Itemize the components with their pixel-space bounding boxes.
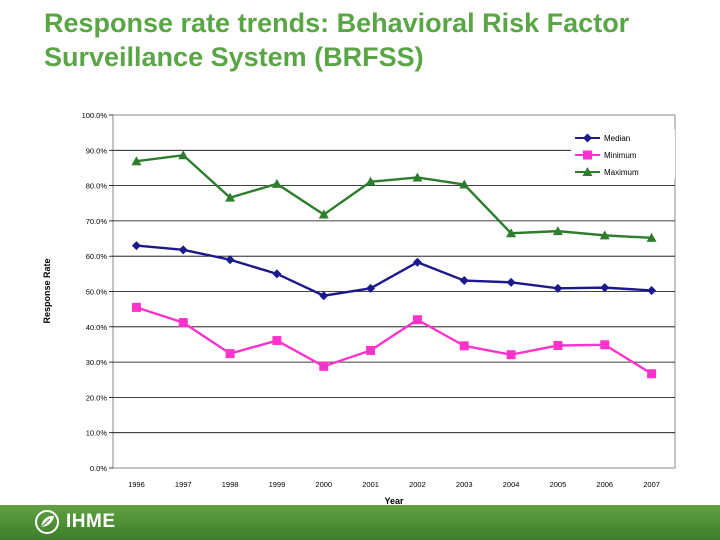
maximum-point <box>552 226 563 236</box>
minimum-point <box>600 340 610 350</box>
legend: Median Minimum Maximum <box>571 129 675 179</box>
minimum-point <box>459 341 469 351</box>
maximum-point <box>599 230 610 240</box>
minimum-point <box>319 361 329 371</box>
median-point <box>553 283 563 293</box>
y-tick-label: 70.0% <box>86 217 108 226</box>
minimum-point <box>412 315 422 325</box>
series-median <box>131 241 657 301</box>
maximum-line <box>136 153 652 240</box>
ihme-logo: IHME <box>34 508 116 536</box>
minimum-point <box>272 336 282 346</box>
gridlines <box>109 114 675 469</box>
minimum-point <box>225 349 235 359</box>
legend-label-median: Median <box>604 134 630 143</box>
maximum-point <box>459 179 470 189</box>
median-point <box>366 283 376 293</box>
median-point <box>412 257 422 267</box>
y-tick-labels: 0.0% 10.0% 20.0% 30.0% 40.0% 50.0% 60.0% 70.0% 8… <box>82 111 108 473</box>
y-tick-label: 50.0% <box>86 288 108 297</box>
minimum-point <box>506 350 516 360</box>
series-maximum <box>131 150 657 242</box>
minimum-line <box>136 306 653 375</box>
x-tick-label: 2002 <box>409 480 426 489</box>
y-tick-label: 10.0% <box>86 429 108 438</box>
median-point <box>459 276 469 286</box>
median-point <box>600 283 610 293</box>
median-line <box>136 244 652 297</box>
y-tick-label: 100.0% <box>82 111 108 120</box>
x-tick-label: 2005 <box>550 480 567 489</box>
maximum-point <box>365 176 376 186</box>
median-point <box>506 277 516 287</box>
y-axis-label: Response Rate <box>42 258 52 323</box>
median-point <box>319 291 329 301</box>
maximum-point <box>646 232 657 242</box>
maximum-point <box>225 192 236 202</box>
line-chart: 0.0% 10.0% 20.0% 30.0% 40.0% 50.0% 60.0% 70.0% 8… <box>42 111 676 505</box>
y-tick-label: 20.0% <box>86 393 108 402</box>
maximum-point <box>271 178 282 188</box>
median-point <box>178 245 188 255</box>
x-tick-label: 2001 <box>362 480 379 489</box>
series-group <box>131 150 657 379</box>
median-point <box>131 241 141 251</box>
legend-marker-median <box>583 133 592 143</box>
y-tick-label: 90.0% <box>86 146 108 155</box>
maximum-point <box>412 172 423 182</box>
minimum-point <box>178 318 188 328</box>
maximum-point <box>318 209 329 219</box>
y-tick-label: 80.0% <box>86 182 108 191</box>
minimum-point <box>553 341 563 351</box>
y-tick-label: 0.0% <box>90 464 107 473</box>
legend-label-maximum: Maximum <box>604 168 639 177</box>
x-tick-label: 1998 <box>222 480 239 489</box>
x-tick-label: 2000 <box>315 480 332 489</box>
maximum-point <box>131 156 142 166</box>
x-tick-label: 1999 <box>269 480 286 489</box>
x-tick-label: 2006 <box>596 480 613 489</box>
logo-text: IHME <box>66 511 116 532</box>
minimum-point <box>131 302 141 312</box>
series-minimum <box>131 302 657 379</box>
minimum-point <box>647 369 657 379</box>
legend-label-minimum: Minimum <box>604 151 637 160</box>
y-tick-label: 40.0% <box>86 323 108 332</box>
x-tick-label: 2007 <box>643 480 660 489</box>
footer-bar <box>0 505 720 540</box>
y-tick-label: 60.0% <box>86 252 108 261</box>
median-point <box>647 285 657 295</box>
maximum-point <box>506 228 517 238</box>
x-tick-labels: 1996 1997 1998 1999 2000 2001 2002 2003 2004 2005… <box>128 480 660 489</box>
leaf-globe-icon <box>35 510 59 534</box>
legend-marker-maximum <box>582 167 593 176</box>
maximum-point <box>178 150 189 160</box>
x-axis-label: Year <box>384 496 404 505</box>
y-tick-label: 30.0% <box>86 358 108 367</box>
x-tick-label: 2004 <box>503 480 520 489</box>
median-point <box>225 255 235 265</box>
x-tick-label: 1997 <box>175 480 192 489</box>
x-tick-label: 2003 <box>456 480 473 489</box>
slide-title: Response rate trends: Behavioral Risk Fa… <box>44 8 630 72</box>
median-point <box>272 269 282 279</box>
legend-marker-minimum <box>583 150 592 160</box>
x-tick-label: 1996 <box>128 480 145 489</box>
minimum-point <box>366 345 376 355</box>
